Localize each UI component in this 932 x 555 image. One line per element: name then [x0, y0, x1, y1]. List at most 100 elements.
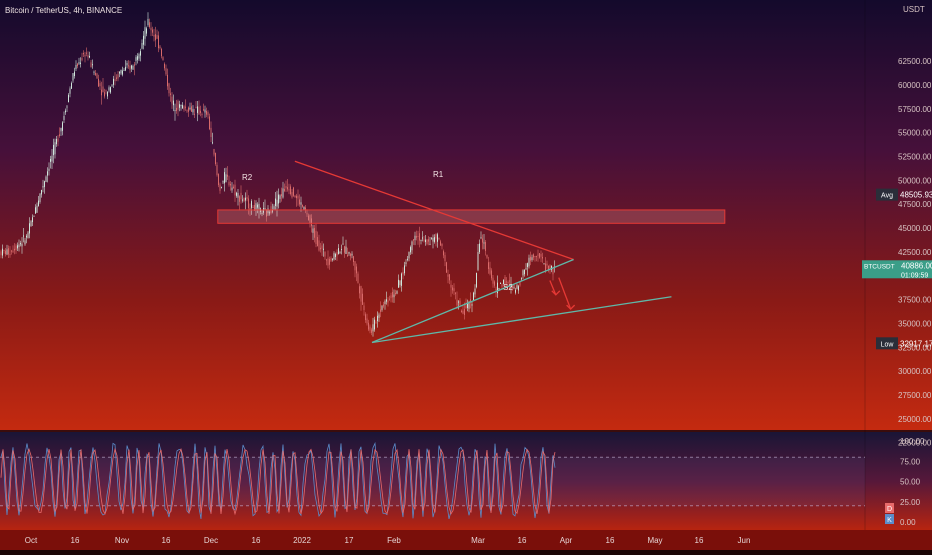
candle-body	[464, 309, 465, 315]
candle-body	[537, 254, 539, 256]
candle-body	[452, 287, 453, 291]
candle-body	[486, 254, 488, 258]
candle-body	[194, 113, 195, 115]
candle-body	[261, 212, 263, 214]
candle-body	[441, 243, 443, 247]
candle-body	[491, 270, 492, 279]
price-axis-labels: 22500.00 25000.00 27500.00 30000.00 32500.00…	[898, 57, 932, 448]
candle-body	[113, 78, 114, 85]
candle-body	[240, 192, 242, 200]
candle-body	[138, 54, 140, 59]
candle-body	[303, 206, 305, 210]
candle-body	[272, 209, 273, 212]
candle-body	[51, 155, 53, 162]
candle-body	[57, 138, 59, 142]
candle-body	[48, 168, 50, 171]
candle-body	[330, 257, 332, 262]
candle-body	[407, 258, 408, 260]
projection-arrow-shaft[interactable]	[558, 277, 572, 310]
candle-body	[474, 288, 476, 295]
candle-body	[500, 282, 501, 284]
candles	[0, 12, 555, 337]
candle-body	[146, 28, 147, 34]
support-line-1[interactable]	[371, 258, 574, 344]
candle-body	[390, 295, 392, 299]
candle-body	[362, 293, 363, 305]
candle-body	[536, 255, 537, 257]
candle-body	[24, 240, 26, 245]
candle-body	[515, 289, 516, 293]
candle-body	[335, 254, 336, 257]
candle-body	[549, 265, 551, 269]
candle-body	[38, 200, 39, 206]
candle-body	[179, 104, 180, 108]
price-tick-label: 52500.00	[898, 153, 932, 162]
candle-body	[492, 277, 494, 284]
oscillator-tick-label: 75.00	[900, 457, 921, 466]
candle-body	[110, 87, 111, 93]
candle-body	[257, 204, 258, 208]
candle-body	[275, 198, 276, 206]
candle-body	[77, 63, 78, 67]
candle-body	[528, 257, 530, 267]
time-tick-label: 2022	[293, 536, 311, 545]
symbol-title: Bitcoin / TetherUS, 4h, BINANCE	[5, 6, 122, 15]
candle-body	[95, 73, 96, 75]
candle-body	[59, 134, 60, 136]
candle-body	[18, 244, 20, 248]
candle-body	[513, 287, 515, 289]
time-axis[interactable]	[0, 530, 932, 550]
candle-body	[44, 181, 45, 187]
price-tick-label: 55000.00	[898, 129, 932, 138]
projection-arrow-shaft[interactable]	[549, 280, 557, 296]
candle-body	[255, 203, 257, 211]
candle-body	[212, 142, 213, 144]
candle-body	[86, 52, 87, 54]
candle-body	[30, 221, 32, 227]
oscillator-pane[interactable]	[0, 432, 932, 530]
resistance-zone[interactable]	[217, 209, 726, 224]
candle-body	[336, 252, 338, 256]
candle-body	[170, 93, 171, 95]
candle-body	[489, 267, 491, 274]
resistance-line[interactable]	[294, 160, 574, 261]
candle-body	[141, 43, 143, 49]
candle-body	[75, 65, 77, 70]
candle-body	[357, 273, 359, 283]
candle-body	[327, 258, 329, 266]
candle-body	[461, 310, 462, 313]
projection-arrow[interactable]	[549, 280, 561, 296]
candle-body	[258, 203, 260, 210]
candle-body	[204, 109, 206, 113]
candle-body	[200, 110, 201, 113]
time-tick-label: 16	[71, 536, 80, 545]
support-line-2[interactable]	[371, 296, 672, 344]
main-pane[interactable]	[0, 0, 932, 430]
candle-body	[198, 106, 200, 115]
candle-body	[12, 250, 14, 252]
projection-arrow[interactable]	[558, 277, 576, 311]
candle-body	[89, 56, 90, 58]
candle-body	[122, 70, 123, 75]
candle-body	[488, 262, 489, 270]
candle-body	[104, 92, 105, 97]
candle-body	[389, 298, 390, 300]
candle-body	[20, 243, 21, 245]
candle-body	[69, 88, 71, 94]
candle-body	[453, 288, 455, 292]
candle-body	[90, 62, 92, 68]
candle-body	[234, 184, 236, 196]
candle-body	[99, 83, 101, 87]
candle-body	[209, 116, 210, 130]
candle-body	[423, 239, 425, 241]
candle-body	[54, 142, 56, 155]
drawings[interactable]: R1 S2 R2	[217, 160, 726, 344]
candle-body	[105, 90, 107, 92]
candle-body	[546, 263, 548, 266]
projection-arrow-head[interactable]	[551, 290, 561, 296]
candle-body	[477, 252, 479, 270]
candle-body	[371, 329, 372, 333]
projection-arrow-head[interactable]	[566, 304, 576, 311]
